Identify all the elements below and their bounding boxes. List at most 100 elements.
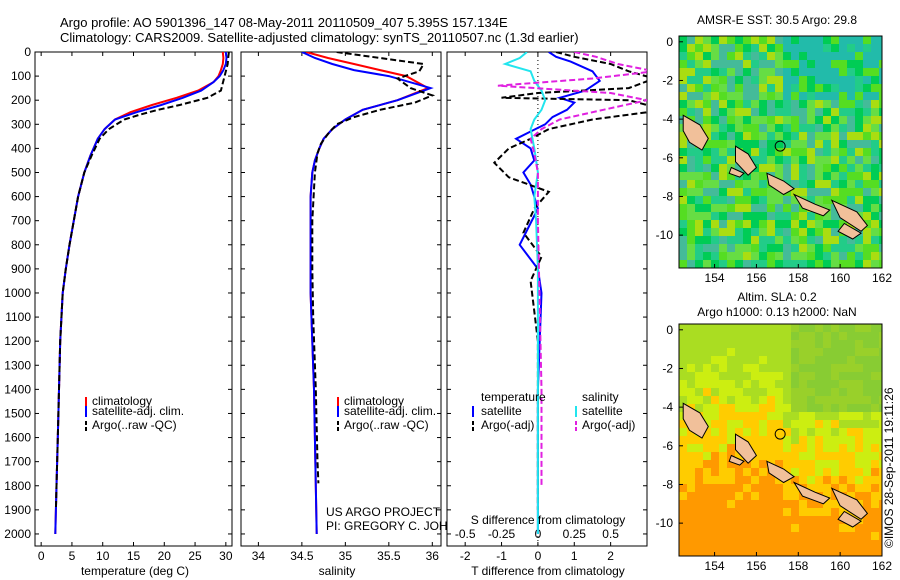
heatmap-cell: [863, 260, 871, 268]
heatmap-cell: [879, 428, 882, 436]
heatmap-cell: [791, 532, 799, 540]
heatmap-cell: [863, 228, 871, 236]
heatmap-cell: [735, 372, 743, 380]
heatmap-cell: [815, 372, 823, 380]
heatmap-cell: [743, 44, 751, 52]
heatmap-cell: [743, 132, 751, 140]
heatmap-cell: [815, 476, 823, 484]
y-tick-label: 0: [666, 323, 673, 337]
series-temperature-argo-adj-: [492, 52, 647, 510]
heatmap-cell: [783, 380, 791, 388]
heatmap-cell: [831, 156, 839, 164]
heatmap-cell: [695, 460, 703, 468]
heatmap-cell: [767, 196, 775, 204]
heatmap-cell: [743, 228, 751, 236]
difference-lines: [492, 52, 647, 534]
heatmap-cell: [759, 548, 767, 556]
heatmap-cell: [807, 436, 815, 444]
sst-map: AMSR-E SST: 30.5 Argo: 29.8 154 156 158 160…: [656, 13, 893, 285]
heatmap-cell: [791, 332, 799, 340]
salinity-legend: climatology satellite-adj. clim. Argo(..…: [337, 394, 436, 432]
heatmap-cell: [855, 244, 863, 252]
heatmap-cell: [719, 100, 727, 108]
x-tick-label: 35: [339, 549, 353, 563]
heatmap-cell: [863, 460, 871, 468]
heatmap-cell: [823, 332, 831, 340]
heatmap-cell: [847, 52, 855, 60]
heatmap-cell: [823, 132, 831, 140]
heatmap-cell: [687, 108, 695, 116]
heatmap-cell: [799, 428, 807, 436]
heatmap-cell: [863, 116, 871, 124]
heatmap-cell: [759, 260, 767, 268]
heatmap-cell: [791, 52, 799, 60]
heatmap-cell: [831, 84, 839, 92]
heatmap-cell: [687, 500, 695, 508]
heatmap-cell: [751, 540, 759, 548]
heatmap-cell: [823, 124, 831, 132]
heatmap-cell: [687, 356, 695, 364]
heatmap-cell: [855, 388, 863, 396]
heatmap-cell: [743, 404, 751, 412]
heatmap-cell: [823, 92, 831, 100]
sst-heatmap-cells: [679, 36, 882, 268]
heatmap-cell: [831, 532, 839, 540]
heatmap-cell: [783, 356, 791, 364]
heatmap-cell: [871, 76, 879, 84]
heatmap-cell: [703, 356, 711, 364]
heatmap-cell: [735, 116, 743, 124]
heatmap-cell: [807, 460, 815, 468]
heatmap-cell: [759, 92, 767, 100]
y-tick-label: -4: [662, 112, 673, 126]
heatmap-cell: [695, 340, 703, 348]
heatmap-cell: [879, 372, 882, 380]
heatmap-cell: [767, 436, 775, 444]
heatmap-cell: [759, 36, 767, 44]
heatmap-cell: [719, 164, 727, 172]
heatmap-cell: [727, 68, 735, 76]
heatmap-cell: [871, 452, 879, 460]
heatmap-cell: [791, 340, 799, 348]
heatmap-cell: [783, 108, 791, 116]
heatmap-cell: [863, 492, 871, 500]
heatmap-cell: [831, 436, 839, 444]
heatmap-cell: [839, 188, 847, 196]
y-tick-label: -8: [662, 477, 673, 491]
heatmap-cell: [727, 172, 735, 180]
heatmap-cell: [735, 468, 743, 476]
heatmap-cell: [759, 76, 767, 84]
heatmap-cell: [727, 148, 735, 156]
y-tick-label: 1200: [4, 334, 31, 348]
heatmap-cell: [871, 484, 879, 492]
heatmap-cell: [831, 428, 839, 436]
heatmap-cell: [703, 196, 711, 204]
heatmap-cell: [735, 420, 743, 428]
heatmap-cell: [807, 468, 815, 476]
y-tick-label: 1900: [4, 503, 31, 517]
heatmap-cell: [863, 164, 871, 172]
heatmap-cell: [815, 220, 823, 228]
heatmap-cell: [743, 188, 751, 196]
header-line-1: Argo profile: AO 5901396_147 08-May-2011…: [60, 15, 508, 30]
heatmap-cell: [759, 380, 767, 388]
heatmap-cell: [695, 324, 703, 332]
x-tick-label: 25: [188, 549, 202, 563]
heatmap-cell: [847, 420, 855, 428]
heatmap-cell: [791, 180, 799, 188]
heatmap-cell: [767, 252, 775, 260]
heatmap-cell: [823, 540, 831, 548]
heatmap-cell: [735, 500, 743, 508]
heatmap-cell: [855, 540, 863, 548]
heatmap-cell: [719, 132, 727, 140]
heatmap-cell: [783, 372, 791, 380]
heatmap-cell: [727, 180, 735, 188]
heatmap-cell: [839, 140, 847, 148]
heatmap-cell: [687, 76, 695, 84]
x-tick-label: -2: [460, 549, 471, 563]
heatmap-cell: [839, 532, 847, 540]
heatmap-cell: [791, 164, 799, 172]
heatmap-cell: [687, 100, 695, 108]
heatmap-cell: [751, 44, 759, 52]
heatmap-cell: [863, 396, 871, 404]
island: [728, 166, 745, 178]
